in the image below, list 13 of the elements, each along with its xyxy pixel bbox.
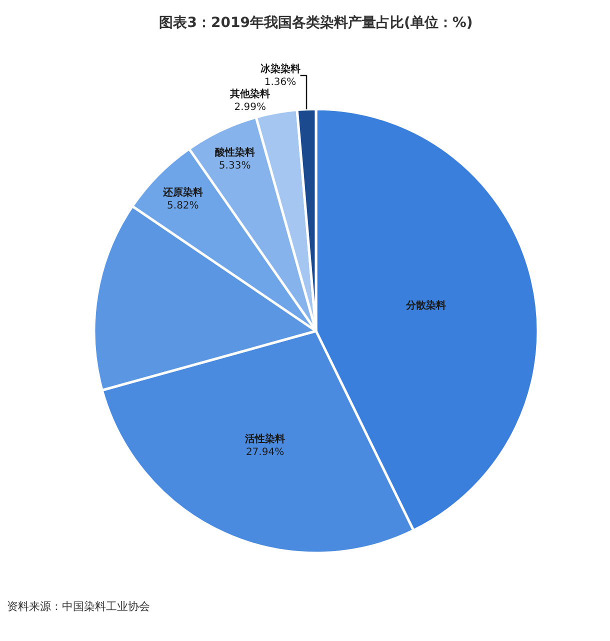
slice-label: 冰染染料: [260, 62, 300, 75]
data-label: 5.82%: [167, 200, 199, 212]
slice-label: 分散染料: [405, 300, 446, 312]
data-label: 1.36%: [264, 76, 296, 88]
slice-label: 其他染料: [229, 88, 270, 100]
slice-label: 活性染料: [244, 432, 286, 445]
slice-label: 还原染料: [162, 186, 203, 198]
text: 资料来源：中国染料工业协会: [7, 600, 150, 613]
slice-label: 酸性染料: [214, 146, 255, 158]
data-label: 5.33%: [218, 160, 251, 172]
data-label: 2.99%: [234, 102, 266, 113]
chart-title: 图表3：2019年我国各类染料产量占比(单位：%): [159, 14, 473, 31]
data-label: 27.94%: [246, 446, 284, 458]
